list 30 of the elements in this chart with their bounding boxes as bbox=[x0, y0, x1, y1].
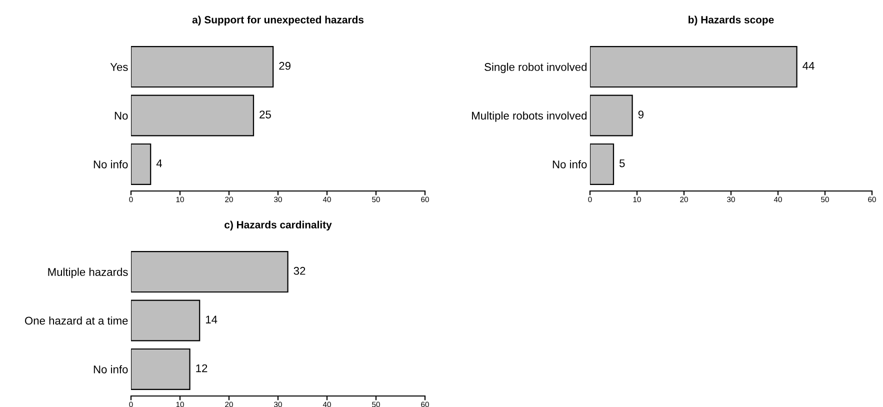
y-tick-label: No info bbox=[94, 160, 128, 168]
data-label: 25 bbox=[260, 110, 271, 118]
y-tick-label: Multiple hazards bbox=[48, 268, 128, 278]
data-label: 29 bbox=[279, 62, 290, 70]
y-tick-label: No info bbox=[552, 160, 587, 168]
data-label: 4 bbox=[156, 159, 162, 168]
bar bbox=[131, 94, 254, 136]
bar bbox=[131, 251, 288, 293]
bar bbox=[131, 348, 190, 390]
y-tick-label: No info bbox=[94, 365, 128, 374]
y-tick-label: One hazard at a time bbox=[24, 316, 128, 325]
bar bbox=[131, 46, 274, 88]
y-tick-label: Single robot involved bbox=[484, 62, 587, 74]
data-label: 44 bbox=[802, 62, 814, 70]
y-tick-label: No bbox=[114, 112, 128, 120]
bar bbox=[590, 143, 614, 185]
bar bbox=[590, 46, 798, 88]
data-label: 9 bbox=[638, 110, 644, 118]
chart-title: b) Hazards scope bbox=[688, 16, 774, 26]
bar bbox=[131, 300, 200, 342]
data-label: 5 bbox=[620, 159, 625, 168]
bar bbox=[590, 94, 633, 136]
data-label: 12 bbox=[196, 364, 208, 372]
chart-title: c) Hazards cardinality bbox=[224, 220, 332, 230]
data-label: 32 bbox=[294, 266, 306, 275]
chart-title: a) Support for unexpected hazards bbox=[192, 16, 364, 26]
data-label: 14 bbox=[206, 316, 218, 324]
y-tick-label: Yes bbox=[110, 63, 128, 71]
bar bbox=[131, 143, 152, 185]
y-tick-label: Multiple robots involved bbox=[472, 111, 587, 122]
